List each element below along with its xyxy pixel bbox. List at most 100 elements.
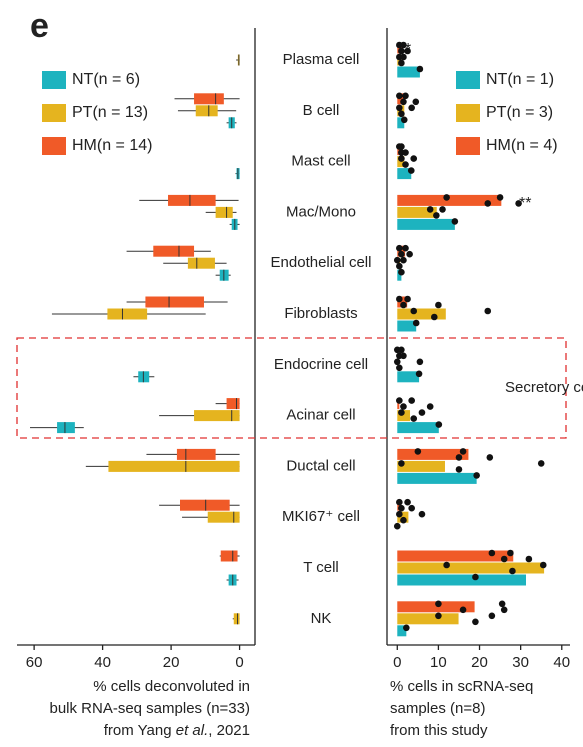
x-tick-label: 20 xyxy=(163,654,180,671)
dot xyxy=(455,454,463,461)
dot xyxy=(500,606,508,614)
bar xyxy=(397,218,455,230)
dot xyxy=(400,256,407,264)
dot xyxy=(400,116,408,124)
highlight-box xyxy=(16,337,567,439)
category-label: Mac/Mono xyxy=(286,203,356,220)
legend-swatch xyxy=(456,71,480,89)
dot xyxy=(416,358,424,366)
dot xyxy=(515,200,522,207)
x-tick-label: 10 xyxy=(430,654,447,671)
dot xyxy=(400,53,407,61)
dot xyxy=(398,250,405,258)
category-label: Endothelial cell xyxy=(271,254,372,271)
dot xyxy=(439,206,446,213)
dot xyxy=(407,167,415,174)
dot xyxy=(537,460,545,467)
dot xyxy=(408,397,415,404)
dot xyxy=(416,65,424,73)
dot xyxy=(412,319,420,327)
dot xyxy=(403,624,410,632)
dot xyxy=(430,313,438,321)
dot xyxy=(410,415,418,422)
bar xyxy=(397,168,412,180)
dot xyxy=(396,364,403,372)
dot xyxy=(433,212,440,219)
box xyxy=(145,296,204,308)
x-tick-label: 0 xyxy=(393,654,401,671)
panel-label: e xyxy=(30,7,49,45)
dot xyxy=(426,206,434,213)
bar xyxy=(397,550,514,562)
dot xyxy=(486,454,494,461)
dot xyxy=(404,295,411,303)
bar xyxy=(397,320,417,332)
source: from Yang et al., 2021 xyxy=(104,722,250,739)
x-label: samples (n=8) xyxy=(390,700,485,717)
bar xyxy=(397,194,502,206)
box xyxy=(108,460,240,472)
category-label: Ductal cell xyxy=(286,457,355,474)
category-label: Fibroblasts xyxy=(284,305,357,322)
source-part: et al. xyxy=(176,722,209,739)
dot xyxy=(396,498,403,506)
dot xyxy=(404,47,411,55)
dot xyxy=(509,567,516,575)
category-label: Endocrine cell xyxy=(274,356,368,373)
bar xyxy=(397,562,545,574)
bar xyxy=(397,308,446,320)
x-label: from this study xyxy=(390,722,488,739)
bar xyxy=(397,66,420,78)
legend-label: PT(n = 13) xyxy=(72,104,148,121)
dot xyxy=(393,358,401,366)
bar xyxy=(397,269,402,281)
bar xyxy=(397,117,405,129)
dot xyxy=(398,268,405,276)
dot xyxy=(507,549,514,557)
dot xyxy=(400,98,407,106)
dot xyxy=(396,262,403,270)
dot xyxy=(415,370,423,378)
dot xyxy=(412,98,420,106)
box xyxy=(180,499,230,511)
dot xyxy=(398,460,405,467)
dot xyxy=(396,295,403,303)
dot xyxy=(402,92,409,100)
dot xyxy=(443,561,450,569)
legend-label: NT(n = 1) xyxy=(486,71,554,88)
box xyxy=(107,308,148,320)
dot xyxy=(414,448,422,455)
dot xyxy=(473,472,480,479)
dot xyxy=(398,409,405,416)
box xyxy=(194,410,240,422)
box xyxy=(220,550,238,562)
dot xyxy=(410,307,418,315)
dot xyxy=(488,549,496,557)
bar xyxy=(397,422,439,434)
dot xyxy=(488,612,496,620)
annotation: ** xyxy=(519,195,531,212)
legend-swatch xyxy=(456,137,480,155)
dot xyxy=(435,600,442,608)
annotation: Secretory cell xyxy=(505,379,583,396)
dot xyxy=(400,403,407,410)
box xyxy=(226,398,240,410)
legend-label: HM(n = 14) xyxy=(72,137,152,154)
bar xyxy=(397,625,407,637)
box xyxy=(207,511,240,523)
category-label: B cell xyxy=(303,102,340,119)
dot xyxy=(396,244,403,252)
dot xyxy=(539,561,547,569)
legend-label: NT(n = 6) xyxy=(72,71,140,88)
dot xyxy=(400,352,407,360)
dot xyxy=(435,612,442,620)
dot xyxy=(398,504,405,512)
dot xyxy=(525,555,533,563)
x-tick-label: 60 xyxy=(26,654,43,671)
dot xyxy=(406,250,413,258)
category-label: Mast cell xyxy=(291,153,350,170)
dot xyxy=(400,301,407,309)
dot xyxy=(396,104,403,112)
annotation: * xyxy=(405,41,411,58)
